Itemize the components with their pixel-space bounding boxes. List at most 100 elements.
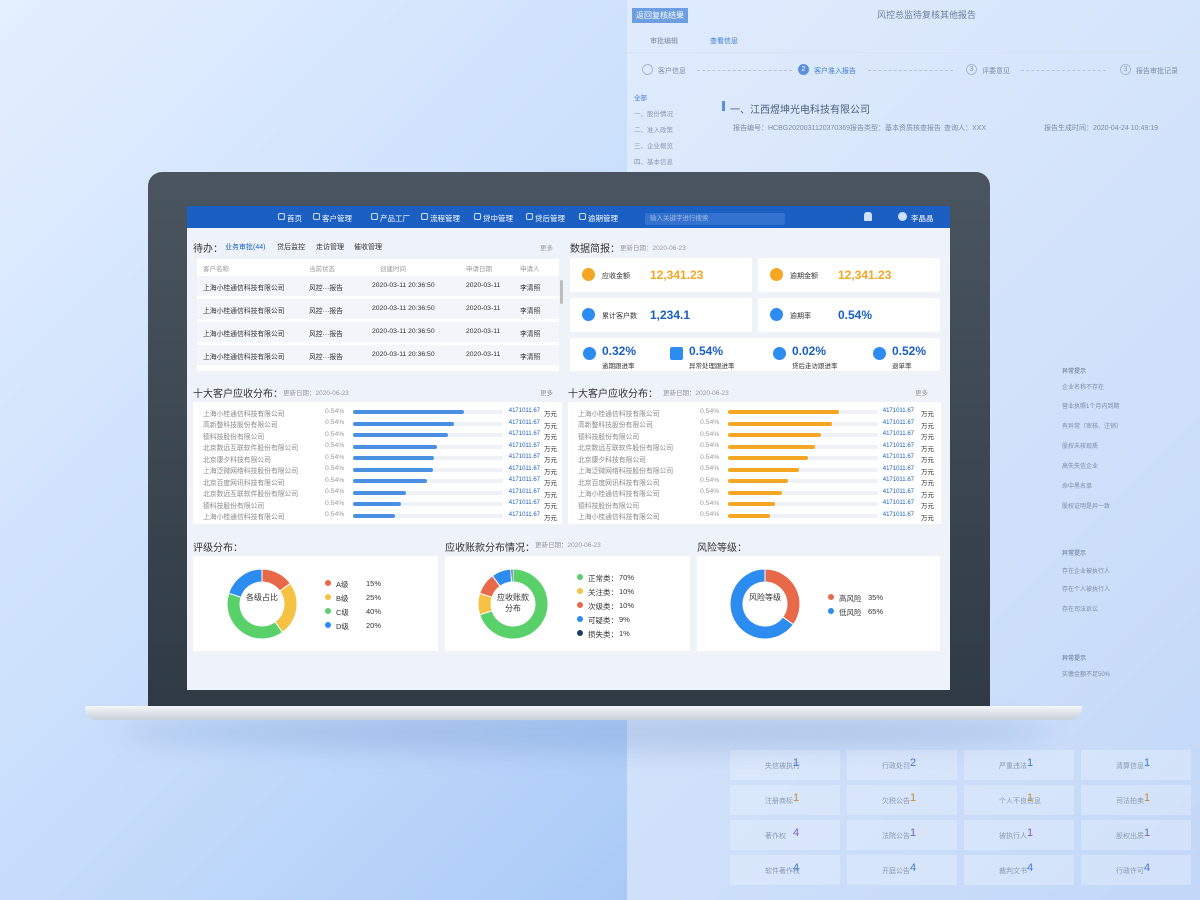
bg-hint: 异常提示	[1062, 656, 1087, 663]
bg-grid-label: 清算信息	[1116, 762, 1144, 770]
user-name[interactable]: 李晶晶	[911, 213, 934, 223]
company-name: 上海泛微网络科技股份有限公司	[203, 468, 299, 476]
bg-tab[interactable]: 审批编辑	[650, 37, 678, 45]
legend-value: 70%	[619, 572, 635, 582]
legend-value: 9%	[619, 614, 630, 624]
share: 0.54%	[325, 430, 345, 438]
bg-grid-label: 个人不良信息	[999, 797, 1041, 805]
company-name: 上海小桂通信科技有限公司	[203, 514, 285, 522]
rate-value: 0.32%	[602, 343, 637, 358]
nav-item[interactable]: 产品工厂	[380, 213, 410, 223]
stat-label: 累计客户数	[602, 312, 637, 320]
company-name: 上海小桂通信科技有限公司	[203, 410, 285, 418]
legend-dot	[325, 622, 331, 628]
bg-grid-cell	[964, 855, 1074, 885]
share: 0.54%	[325, 476, 345, 484]
back-button[interactable]: 返回复核结果	[632, 8, 688, 24]
bar	[728, 502, 775, 506]
company-name: 德科技股份有限公司	[578, 433, 640, 441]
table-cell: 李清照	[520, 307, 541, 315]
stat-label: 逾期金额	[790, 272, 818, 280]
share: 0.54%	[325, 407, 345, 415]
table-cell: 李清照	[520, 353, 541, 361]
stat-label: 应收金额	[602, 272, 630, 280]
bg-hint: 存在司法诉讼	[1062, 607, 1099, 614]
legend-value: 15%	[366, 578, 382, 588]
section-title: 评级分布：	[193, 543, 243, 554]
nav-item[interactable]: 逾期管理	[588, 213, 618, 223]
bar-track	[353, 502, 503, 506]
more-link[interactable]: 更多	[540, 245, 553, 253]
more-link[interactable]: 更多	[915, 390, 928, 398]
todo-tab[interactable]: 催收管理	[354, 243, 382, 251]
rate-value: 0.54%	[689, 343, 724, 358]
legend-label: 关注类：	[588, 587, 618, 597]
bg-meta: 报告类型：基本资质核查报告	[850, 124, 941, 132]
bar-track	[353, 479, 503, 483]
stat-label: 逾期率	[790, 312, 811, 320]
share: 0.54%	[325, 419, 345, 427]
unit: 万元	[544, 422, 557, 430]
unit: 万元	[544, 434, 557, 442]
bar-track	[728, 502, 878, 506]
legend-label: A级	[336, 579, 349, 589]
bg-title: 风控总监待复核其他报告	[877, 9, 977, 20]
nav-icon	[421, 213, 428, 220]
bg-sidebar-item: 二、准入政策	[634, 127, 673, 135]
nav-item[interactable]: 首页	[287, 213, 302, 223]
bg-hint: 存在企业被执行人	[1062, 569, 1111, 576]
nav-item[interactable]: 贷后管理	[535, 213, 565, 223]
amount: 4171011.67	[508, 442, 540, 449]
bar	[728, 467, 799, 472]
bg-grid-label: 股权出质	[1116, 832, 1144, 840]
nav-icon	[313, 213, 320, 220]
bg-tab[interactable]: 查看信息	[710, 37, 738, 45]
todo-tab[interactable]: 走访管理	[316, 243, 344, 251]
step-circle	[1120, 64, 1131, 75]
user-avatar	[898, 212, 907, 221]
nav-item[interactable]: 贷中管理	[483, 213, 513, 223]
bar	[353, 444, 437, 449]
table-cell: 风控···报告	[309, 284, 343, 292]
company-name: 高新整科技股份有限公司	[203, 422, 278, 430]
table-cell: 2020-03-11 20:36:50	[372, 281, 435, 289]
amount: 4171011.67	[508, 500, 540, 507]
bg-grid-label: 裁判文书	[999, 867, 1027, 875]
rate-icon	[873, 347, 886, 360]
stat-value: 1,234.1	[650, 307, 691, 322]
share: 0.54%	[700, 407, 720, 415]
step-circle	[798, 64, 809, 75]
search-box[interactable]: 输入关键字进行搜索	[645, 213, 785, 226]
company-name: 德科技股份有限公司	[203, 502, 265, 510]
bg-sidebar-item: 四、基本信息	[634, 159, 673, 167]
bar-track	[728, 479, 878, 483]
todo-tab[interactable]: 业务审批(44)	[225, 243, 266, 251]
share: 0.54%	[325, 499, 345, 507]
bg-grid-value: 1	[1144, 757, 1151, 770]
legend-dot	[828, 608, 834, 614]
amount: 4171011.67	[508, 511, 540, 518]
share: 0.54%	[325, 465, 345, 473]
nav-item[interactable]: 流程管理	[430, 213, 460, 223]
todo-tab[interactable]: 贷后监控	[277, 243, 305, 251]
donut-center: 各级占比	[246, 593, 278, 602]
share: 0.54%	[700, 511, 720, 519]
bar	[728, 433, 821, 437]
donut-segment	[228, 568, 263, 598]
step-circle	[966, 64, 977, 75]
legend-label: 低风险	[839, 607, 862, 617]
section-title: 十大客户应收分布：	[193, 389, 283, 400]
company-name: 上海小桂通信科技有限公司	[578, 410, 660, 418]
legend-label: 可疑类：	[588, 615, 618, 625]
nav-icon	[579, 213, 586, 220]
legend-value: 10%	[619, 586, 635, 596]
bg-grid-value: 1	[910, 792, 917, 805]
table-row	[197, 299, 559, 319]
legend-value: 35%	[868, 592, 884, 602]
rate-icon	[670, 347, 683, 360]
nav-item[interactable]: 客户管理	[322, 213, 352, 223]
table-cell: 2020-03-11 20:36:50	[372, 327, 435, 335]
rate-label: 逾期跟进率	[602, 363, 635, 371]
more-link[interactable]: 更多	[540, 390, 553, 398]
bg-sidebar-item: 全部	[634, 95, 647, 103]
